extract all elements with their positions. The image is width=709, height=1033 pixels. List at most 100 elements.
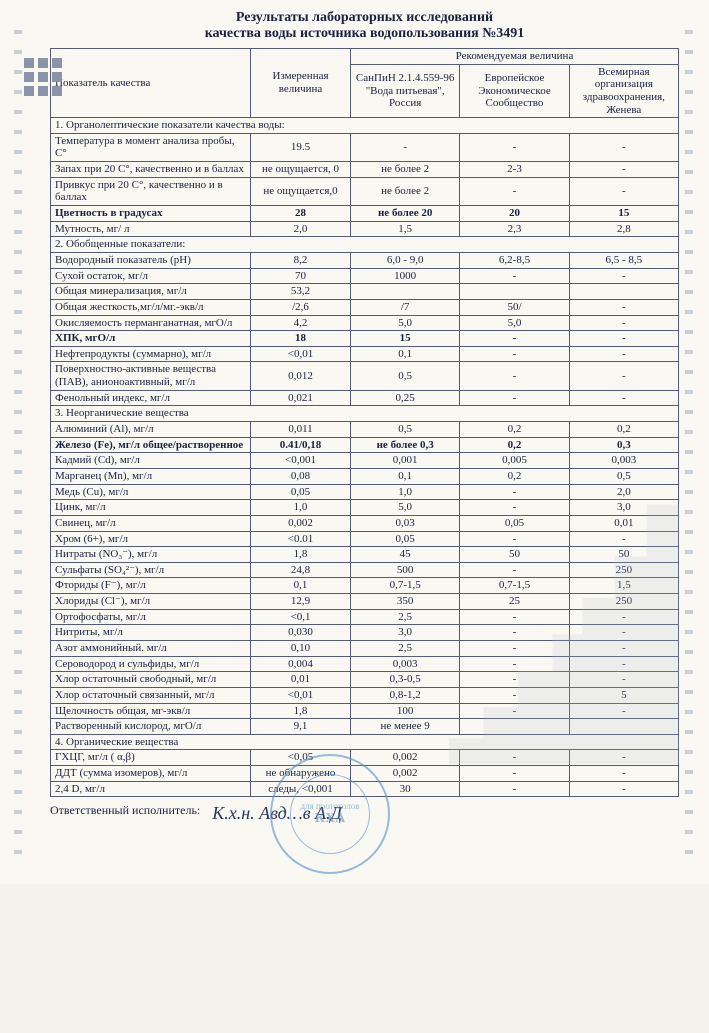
param-cell: Водородный показатель (рН) (51, 252, 251, 268)
eec-cell: 0,2 (460, 468, 569, 484)
who-cell: 15 (569, 206, 678, 222)
measured-cell: 2,0 (251, 221, 351, 237)
eec-cell: - (460, 500, 569, 516)
title-line-1: Результаты лабораторных исследований (50, 10, 679, 26)
param-cell: Общая минерализация, мг/л (51, 284, 251, 300)
sanpin-cell: 0,3-0,5 (351, 672, 460, 688)
eec-cell: - (460, 625, 569, 641)
eec-cell: - (460, 609, 569, 625)
who-cell: - (569, 781, 678, 797)
sanpin-cell: 1,5 (351, 221, 460, 237)
sanpin-cell: 0,8-1,2 (351, 687, 460, 703)
who-cell: 2,8 (569, 221, 678, 237)
who-cell (569, 284, 678, 300)
sanpin-cell: 500 (351, 562, 460, 578)
measured-cell: 0,012 (251, 362, 351, 390)
who-cell: 250 (569, 562, 678, 578)
param-cell: Запах при 20 С°, качественно и в баллах (51, 162, 251, 178)
who-cell: 50 (569, 547, 678, 563)
who-cell: - (569, 133, 678, 161)
measured-cell: 0.41/0,18 (251, 437, 351, 453)
col-recommended: Рекомендуемая величина (351, 49, 679, 65)
sanpin-cell: 0,25 (351, 390, 460, 406)
who-cell: 2,0 (569, 484, 678, 500)
report-page: Результаты лабораторных исследований кач… (0, 0, 709, 884)
eec-cell: - (460, 781, 569, 797)
param-cell: Хром (6+), мг/л (51, 531, 251, 547)
measured-cell: следы, <0,001 (251, 781, 351, 797)
who-cell: - (569, 672, 678, 688)
eec-cell: - (460, 331, 569, 347)
eec-cell: 0,2 (460, 422, 569, 438)
sanpin-cell: 0,003 (351, 656, 460, 672)
measured-cell: 9,1 (251, 719, 351, 735)
param-cell: 2,4 D, мг/л (51, 781, 251, 797)
measured-cell: <0,01 (251, 346, 351, 362)
param-cell: Сухой остаток, мг/л (51, 268, 251, 284)
who-cell: 0,3 (569, 437, 678, 453)
measured-cell: 0,1 (251, 578, 351, 594)
sanpin-cell: 0,03 (351, 515, 460, 531)
measured-cell: 0,08 (251, 468, 351, 484)
param-cell: ДДТ (сумма изомеров), мг/л (51, 766, 251, 782)
who-cell: - (569, 346, 678, 362)
col-who: Всемирная организация здравоохранения, Ж… (569, 64, 678, 118)
eec-cell: - (460, 687, 569, 703)
sanpin-cell: 0,5 (351, 422, 460, 438)
param-cell: ГХЦГ, мг/л ( α,β) (51, 750, 251, 766)
who-cell: - (569, 268, 678, 284)
who-cell: - (569, 656, 678, 672)
eec-cell: 0,05 (460, 515, 569, 531)
eec-cell: - (460, 703, 569, 719)
who-cell: - (569, 703, 678, 719)
measured-cell: 8,2 (251, 252, 351, 268)
param-cell: Хлор остаточный связанный, мг/л (51, 687, 251, 703)
param-cell: Температура в момент анализа пробы, С° (51, 133, 251, 161)
param-cell: Хлор остаточный свободный, мг/л (51, 672, 251, 688)
sanpin-cell: 0,002 (351, 750, 460, 766)
who-cell: 250 (569, 594, 678, 610)
who-cell: - (569, 177, 678, 205)
measured-cell: 70 (251, 268, 351, 284)
who-cell (569, 719, 678, 735)
measured-cell: <0,01 (251, 687, 351, 703)
sanpin-cell: не менее 9 (351, 719, 460, 735)
decorative-squares (24, 58, 62, 96)
col-eec: Европейское Экономическое Сообщество (460, 64, 569, 118)
sanpin-cell: 3,0 (351, 625, 460, 641)
perforation-right (685, 30, 699, 854)
sanpin-cell: 5,0 (351, 500, 460, 516)
eec-cell: 50 (460, 547, 569, 563)
sanpin-cell: 0,1 (351, 346, 460, 362)
param-cell: Привкус при 20 С°, качественно и в балла… (51, 177, 251, 205)
sanpin-cell: 350 (351, 594, 460, 610)
sanpin-cell: не более 20 (351, 206, 460, 222)
who-cell: - (569, 531, 678, 547)
who-cell: - (569, 331, 678, 347)
who-cell: 0,003 (569, 453, 678, 469)
param-cell: Щелочность общая, мг-экв/л (51, 703, 251, 719)
measured-cell: не ощущается, 0 (251, 162, 351, 178)
eec-cell: 25 (460, 594, 569, 610)
col-measured: Измеренная величина (251, 49, 351, 118)
eec-cell: 0,2 (460, 437, 569, 453)
eec-cell: - (460, 672, 569, 688)
param-cell: Марганец (Mn), мг/л (51, 468, 251, 484)
section-header: 3. Неорганические вещества (51, 406, 679, 422)
eec-cell: - (460, 562, 569, 578)
eec-cell (460, 284, 569, 300)
eec-cell (460, 719, 569, 735)
measured-cell: 0,021 (251, 390, 351, 406)
param-cell: ХПК, мгО/л (51, 331, 251, 347)
eec-cell: - (460, 484, 569, 500)
who-cell: - (569, 766, 678, 782)
eec-cell: - (460, 750, 569, 766)
param-cell: Поверхностно-активные вещества (ПАВ), ан… (51, 362, 251, 390)
sanpin-cell: 0,001 (351, 453, 460, 469)
param-cell: Сероводород и сульфиды, мг/л (51, 656, 251, 672)
measured-cell: <0,05 (251, 750, 351, 766)
sanpin-cell: - (351, 133, 460, 161)
measured-cell: 0,01 (251, 672, 351, 688)
sanpin-cell: 1,0 (351, 484, 460, 500)
eec-cell: 20 (460, 206, 569, 222)
